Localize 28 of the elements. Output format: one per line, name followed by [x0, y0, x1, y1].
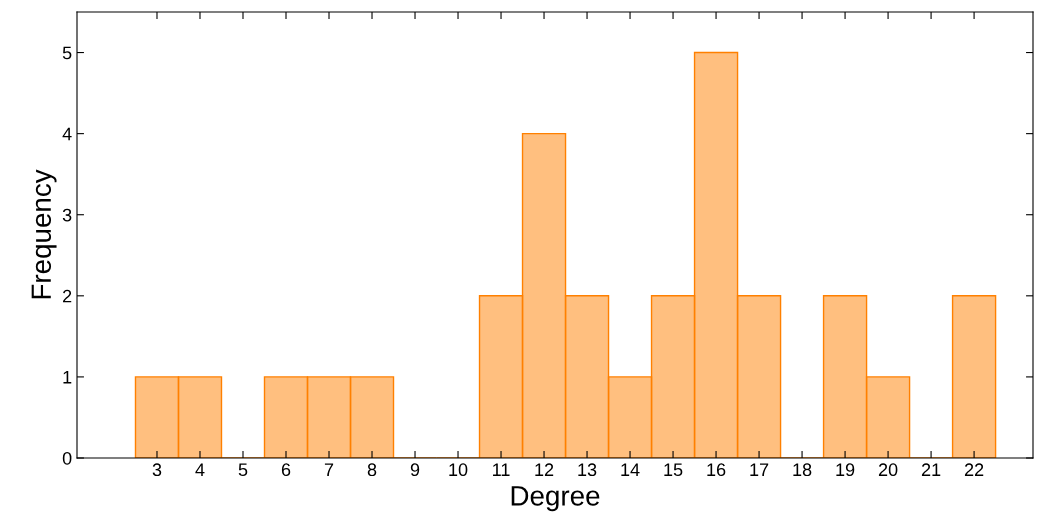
x-tick-label: 12: [535, 463, 554, 476]
x-tick-label: 20: [878, 463, 898, 477]
x-tick-label: 9: [410, 463, 420, 477]
y-axis-title: Frequency: [31, 169, 57, 299]
x-tick-label: 8: [367, 463, 377, 477]
x-tick-label: 3: [152, 463, 162, 477]
x-tick-label: 17: [750, 463, 769, 476]
y-tick-label: 0: [62, 451, 72, 465]
x-tick-label: 19: [836, 463, 855, 477]
x-tick-label: 18: [793, 463, 812, 477]
x-tick-label: 10: [449, 463, 468, 477]
y-tick-label: 3: [62, 208, 72, 222]
x-tick-label: 5: [238, 463, 248, 477]
x-tick-label: 21: [921, 463, 941, 476]
x-tick-label: 4: [195, 463, 205, 476]
x-tick-label: 16: [707, 463, 726, 477]
y-tick-label: 5: [62, 46, 72, 60]
x-tick-label: 14: [621, 463, 640, 476]
x-tick-label: 11: [493, 463, 510, 476]
y-tick-label: 4: [62, 127, 72, 141]
x-tick-label: 22: [964, 463, 984, 476]
y-tick-label: 1: [63, 371, 72, 384]
x-tick-label: 15: [664, 463, 683, 477]
x-tick-label: 6: [281, 463, 291, 477]
x-tick-label: 7: [324, 463, 334, 476]
x-tick-label: 13: [578, 463, 597, 477]
x-axis-title: Degree: [511, 486, 600, 512]
y-tick-label: 2: [63, 289, 72, 303]
